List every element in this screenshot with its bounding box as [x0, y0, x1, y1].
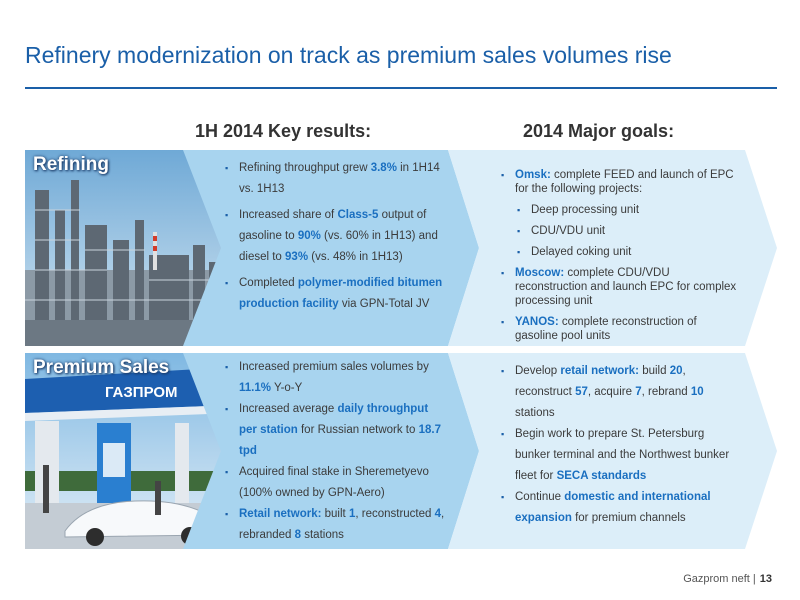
refining-goals: Omsk: complete FEED and launch of EPC fo… — [501, 168, 741, 350]
highlight-text: 3.8% — [370, 162, 397, 174]
bullet-text: Continue — [515, 491, 565, 503]
bullet-item: Acquired final stake in Sheremetyevo (10… — [225, 462, 449, 504]
highlight-text: 90% — [297, 230, 321, 242]
bullet-text: build — [639, 365, 670, 377]
page-title: Refinery modernization on track as premi… — [25, 42, 672, 68]
bullet-item: Develop retail network: build 20, recons… — [501, 361, 741, 424]
highlight-text: 93% — [285, 251, 309, 263]
bullet-text: (vs. 48% in 1H13) — [308, 251, 403, 263]
bullet-text: Acquired final stake in Sheremetyevo (10… — [239, 466, 429, 499]
bullet-text: Delayed coking unit — [531, 246, 632, 258]
highlight-text: 8 — [294, 529, 302, 541]
bullet-text: , rebrand — [641, 386, 691, 398]
bullet-text: Y-o-Y — [270, 382, 303, 394]
bullet-text: (vs. 60% in 1H13) and diesel to — [239, 230, 438, 263]
sub-bullet-item: Delayed coking unit — [517, 245, 741, 259]
premium-sales-panels: Increased premium sales volumes by 11.1%… — [183, 353, 777, 549]
highlight-text: 4 — [434, 508, 442, 520]
footer: Gazprom neft | 13 — [683, 573, 772, 585]
bullet-text: Develop — [515, 365, 561, 377]
highlight-text: polymer-modified bitumen production faci… — [239, 277, 443, 310]
highlight-text: domestic and international expansion — [515, 491, 711, 524]
bullet-text: stations — [301, 529, 344, 541]
bullet-text: Refining throughput grew — [239, 162, 371, 174]
title-divider — [25, 87, 777, 89]
bullet-text: stations — [515, 407, 555, 419]
bullet-text: for Russian network to — [297, 424, 419, 436]
key-results-header: 1H 2014 Key results: — [195, 121, 372, 141]
station-sign: ГАЗПРОМ — [105, 384, 178, 401]
bullet-text: Increased share of — [239, 209, 338, 221]
highlight-text: Class-5 — [337, 209, 379, 221]
bullet-text: for premium channels — [571, 512, 686, 524]
bullet-text: output of gasoline to — [239, 209, 427, 242]
bullet-item: Increased premium sales volumes by 11.1%… — [225, 357, 449, 399]
premium-sales-row: ГАЗПРОМ Premium Sales Increased premium … — [25, 353, 777, 549]
sub-bullet-item: CDU/VDU unit — [517, 224, 741, 238]
bullet-item: Completed polymer-modified bitumen produ… — [225, 273, 449, 315]
premium-sales-label: Premium Sales — [33, 357, 170, 378]
bullet-text: complete CDU/VDU reconstruction and laun… — [515, 267, 737, 307]
bullet-item: Omsk: complete FEED and launch of EPC fo… — [501, 168, 741, 196]
highlight-text: Omsk: — [515, 169, 551, 181]
bullet-text: Increased average — [239, 403, 338, 415]
bullet-text: , acquire — [587, 386, 636, 398]
refining-panels: Refining throughput grew 3.8% in 1H14 vs… — [183, 150, 777, 346]
highlight-text: Moscow: — [515, 267, 565, 279]
bullet-text: complete FEED and launch of EPC for the … — [515, 169, 734, 195]
major-goals-header: 2014 Major goals: — [523, 121, 675, 141]
bullet-text: , reconstruct — [515, 365, 686, 398]
bullet-item: Retail network: built 1, reconstructed 4… — [225, 504, 449, 546]
bullet-text: Begin work to prepare St. Petersburg bun… — [515, 428, 730, 482]
highlight-text: 18.7 tpd — [239, 424, 441, 457]
sub-bullet-item: Deep processing unit — [517, 203, 741, 217]
highlight-text: 10 — [690, 386, 704, 398]
highlight-text: YANOS: — [515, 316, 559, 328]
bullet-item: Begin work to prepare St. Petersburg bun… — [501, 424, 741, 487]
bullet-text: Completed — [239, 277, 298, 289]
refining-results: Refining throughput grew 3.8% in 1H14 vs… — [225, 158, 449, 320]
page-number: 13 — [759, 573, 772, 585]
bullet-item: Increased share of Class-5 output of gas… — [225, 205, 449, 268]
premium-sales-goals: Develop retail network: build 20, recons… — [501, 361, 741, 529]
bullet-text: complete reconstruction of gasoline pool… — [515, 316, 697, 342]
bullet-text: via GPN-Total JV — [338, 298, 430, 310]
bullet-item: Refining throughput grew 3.8% in 1H14 vs… — [225, 158, 449, 200]
refining-row: Refining Refining throughput grew 3.8% i… — [25, 150, 777, 346]
highlight-text: SECA standards — [556, 470, 647, 482]
bullet-item: YANOS: complete reconstruction of gasoli… — [501, 315, 741, 343]
highlight-text: retail network: — [560, 365, 639, 377]
highlight-text: 20 — [669, 365, 683, 377]
bullet-text: built — [321, 508, 349, 520]
footer-company: Gazprom neft | — [683, 573, 756, 585]
bullet-item: Increased average daily throughput per s… — [225, 399, 449, 462]
bullet-text: , rebranded — [239, 508, 445, 541]
highlight-text: Retail network: — [239, 508, 322, 520]
highlight-text: 11.1% — [239, 382, 271, 394]
premium-sales-results: Increased premium sales volumes by 11.1%… — [225, 357, 449, 546]
bullet-text: , reconstructed — [355, 508, 435, 520]
bullet-text: Increased premium sales volumes by — [239, 361, 429, 373]
bullet-item: Continue domestic and international expa… — [501, 487, 741, 529]
highlight-text: daily throughput per station — [239, 403, 429, 436]
bullet-item: Moscow: complete CDU/VDU reconstruction … — [501, 266, 741, 308]
bullet-text: Deep processing unit — [531, 204, 640, 216]
highlight-text: 7 — [635, 386, 642, 398]
station-sign-text: ГАЗПРОМ — [105, 384, 178, 401]
bullet-text: CDU/VDU unit — [531, 225, 606, 237]
bullet-text: in 1H14 vs. 1H13 — [239, 162, 440, 195]
highlight-text: 1 — [348, 508, 356, 520]
highlight-text: 57 — [575, 386, 588, 398]
refining-label: Refining — [33, 154, 109, 175]
